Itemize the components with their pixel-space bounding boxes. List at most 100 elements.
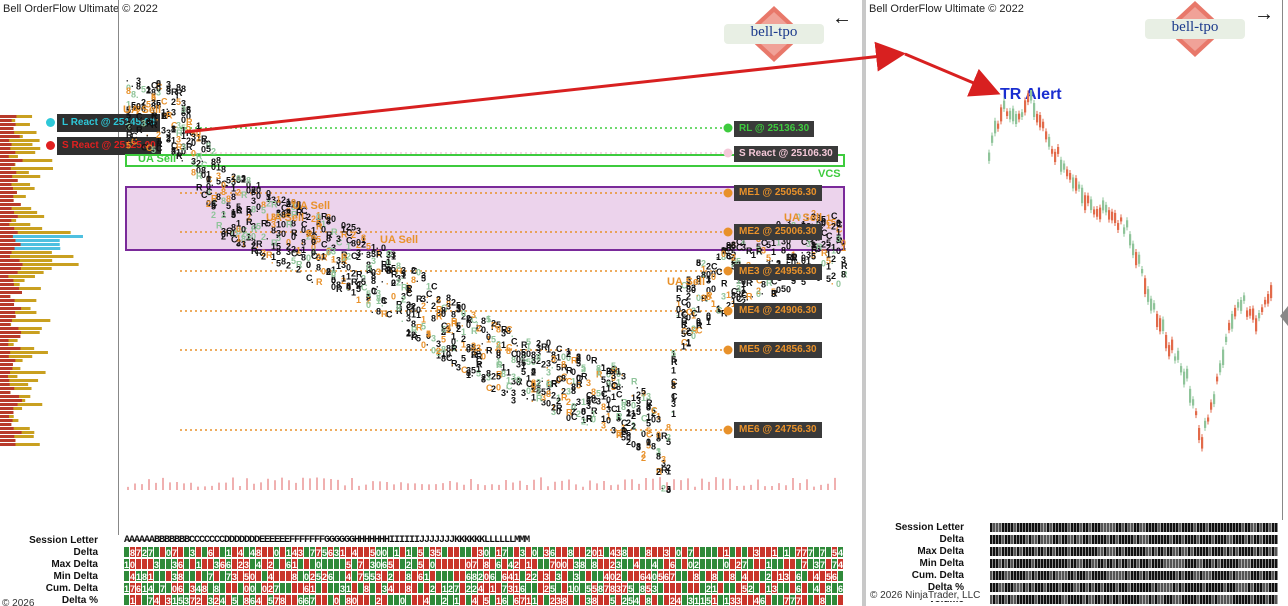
svg-text:.: . <box>461 318 464 328</box>
svg-text:3: 3 <box>371 249 376 259</box>
svg-text:2: 2 <box>461 312 466 322</box>
svg-text:5: 5 <box>421 273 426 283</box>
svg-text:8: 8 <box>331 268 336 278</box>
right-chart-window[interactable]: Bell OrderFlow Ultimate © 2022 bell-tpo … <box>866 0 1288 606</box>
svg-text:0: 0 <box>172 584 177 594</box>
svg-text:2: 2 <box>616 572 621 582</box>
svg-text:2: 2 <box>430 584 435 594</box>
svg-text:8: 8 <box>221 164 226 174</box>
svg-text:1: 1 <box>376 248 381 258</box>
candlestick-chart[interactable] <box>986 90 1276 460</box>
svg-text:8: 8 <box>216 156 221 166</box>
svg-text:C: C <box>126 123 133 133</box>
svg-text:7: 7 <box>208 572 213 582</box>
svg-text:2: 2 <box>322 572 327 582</box>
svg-text:8: 8 <box>656 451 661 461</box>
svg-text:3: 3 <box>664 548 669 558</box>
svg-text:3: 3 <box>476 343 481 353</box>
svg-text:0: 0 <box>206 139 211 149</box>
svg-text:R: R <box>366 266 373 276</box>
svg-text:1: 1 <box>286 197 291 207</box>
pane-divider[interactable] <box>862 0 866 606</box>
svg-text:8: 8 <box>696 277 701 287</box>
svg-text:5: 5 <box>671 355 676 365</box>
svg-text:1: 1 <box>596 367 601 377</box>
svg-text:R: R <box>201 134 208 144</box>
svg-text:R: R <box>541 342 548 352</box>
svg-text:3: 3 <box>511 376 516 386</box>
svg-text:.: . <box>346 282 349 292</box>
svg-text:6: 6 <box>838 584 843 594</box>
svg-text:6: 6 <box>178 560 183 570</box>
svg-text:5: 5 <box>131 102 136 112</box>
svg-text:C: C <box>591 396 598 406</box>
svg-text:R: R <box>246 208 253 218</box>
svg-text:1: 1 <box>196 133 201 143</box>
svg-text:1: 1 <box>301 245 306 255</box>
svg-text:.: . <box>176 90 179 100</box>
svg-text:4: 4 <box>814 572 819 582</box>
svg-text:R: R <box>396 266 403 276</box>
svg-text:5: 5 <box>181 123 186 133</box>
svg-text:C: C <box>611 404 618 414</box>
svg-text:1: 1 <box>231 174 236 184</box>
svg-text:1: 1 <box>700 596 705 606</box>
me4-level-label: ME4 @ 24906.30 <box>734 303 822 319</box>
svg-text:3: 3 <box>271 195 276 205</box>
svg-text:1: 1 <box>778 572 783 582</box>
svg-text:3: 3 <box>190 584 195 594</box>
left-chart-window[interactable]: Bell OrderFlow Ultimate © 2022 bell-tpo … <box>0 0 862 606</box>
svg-text:.: . <box>801 246 804 256</box>
arrow-left-icon[interactable]: ← <box>832 7 852 29</box>
left-logo-text: bell-tpo <box>750 24 798 40</box>
svg-text:8: 8 <box>592 560 597 570</box>
svg-text:0: 0 <box>836 279 841 289</box>
svg-text:R: R <box>366 263 373 273</box>
svg-text:2: 2 <box>268 560 273 570</box>
svg-text:0: 0 <box>250 584 255 594</box>
svg-text:3: 3 <box>211 198 216 208</box>
svg-text:C: C <box>741 290 748 300</box>
svg-text:3: 3 <box>406 300 411 310</box>
svg-text:R: R <box>596 370 603 380</box>
svg-text:5: 5 <box>628 596 633 606</box>
svg-text:8: 8 <box>826 584 831 594</box>
svg-text:2: 2 <box>351 268 356 278</box>
svg-text:.: . <box>126 74 129 84</box>
svg-text:5: 5 <box>686 275 691 285</box>
svg-text:1: 1 <box>171 125 176 135</box>
svg-text:1: 1 <box>656 412 661 422</box>
svg-text:R: R <box>471 350 478 360</box>
svg-text:.: . <box>696 288 699 298</box>
svg-text:0: 0 <box>688 560 693 570</box>
svg-text:8: 8 <box>251 187 256 197</box>
svg-text:8: 8 <box>686 285 691 295</box>
svg-text:2: 2 <box>186 136 191 146</box>
svg-text:5: 5 <box>681 320 686 330</box>
svg-text:C: C <box>381 296 388 306</box>
svg-text:2: 2 <box>561 386 566 396</box>
svg-text:0: 0 <box>556 560 561 570</box>
svg-text:3: 3 <box>606 405 611 415</box>
svg-text:.: . <box>151 115 154 125</box>
svg-text:1: 1 <box>631 409 636 419</box>
svg-text:0: 0 <box>371 286 376 296</box>
svg-text:8: 8 <box>346 596 351 606</box>
svg-text:4: 4 <box>256 596 261 606</box>
svg-text:C: C <box>476 324 483 334</box>
svg-text:1: 1 <box>596 366 601 376</box>
svg-text:0: 0 <box>566 413 571 423</box>
svg-text:8: 8 <box>476 346 481 356</box>
svg-text:5: 5 <box>641 387 646 397</box>
svg-text:2: 2 <box>641 450 646 460</box>
arrow-right-icon[interactable]: → <box>1254 3 1274 25</box>
svg-text:R: R <box>126 130 133 140</box>
svg-text:1: 1 <box>556 393 561 403</box>
svg-text:0: 0 <box>251 232 256 242</box>
svg-text:7: 7 <box>358 560 363 570</box>
svg-text:R: R <box>266 250 273 260</box>
svg-text:C: C <box>621 418 628 428</box>
svg-text:.: . <box>311 275 314 285</box>
svg-text:R: R <box>211 193 218 203</box>
svg-text:1: 1 <box>696 304 701 314</box>
